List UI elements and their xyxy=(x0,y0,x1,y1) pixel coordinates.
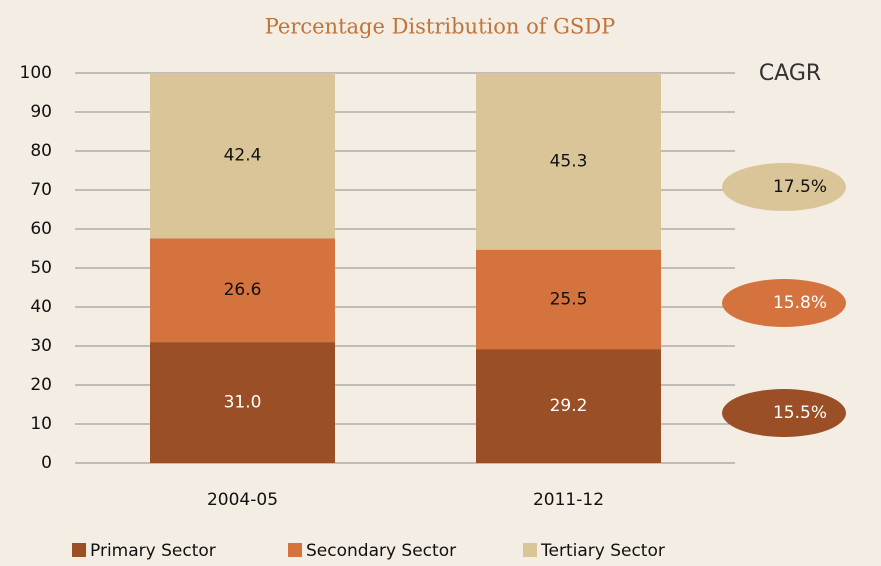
legend-label: Secondary Sector xyxy=(306,541,456,561)
bar-segment xyxy=(476,73,661,250)
legend-label: Primary Sector xyxy=(90,541,216,561)
bar-segment xyxy=(150,73,335,239)
data-label: 25.5 xyxy=(550,289,588,309)
cagr-badge xyxy=(722,163,846,211)
data-label: 31.0 xyxy=(224,393,262,413)
y-tick-label: 20 xyxy=(30,375,52,395)
legend-label: Tertiary Sector xyxy=(540,541,665,561)
data-label: 42.4 xyxy=(224,146,262,166)
y-tick-label: 80 xyxy=(30,141,52,161)
legend-swatch xyxy=(72,543,86,557)
cagr-badge xyxy=(722,389,846,437)
y-tick-label: 30 xyxy=(30,336,52,356)
bar-segment xyxy=(476,249,661,350)
bar-segment xyxy=(476,349,661,463)
cagr-label: 17.5% xyxy=(773,177,827,197)
y-tick-label: 0 xyxy=(41,453,52,473)
cagr-label: 15.5% xyxy=(773,403,827,423)
y-tick-label: 10 xyxy=(30,414,52,434)
legend-swatch xyxy=(523,543,537,557)
x-tick-label: 2004-05 xyxy=(207,490,278,510)
legend-swatch xyxy=(288,543,302,557)
y-tick-label: 60 xyxy=(30,219,52,239)
y-tick-label: 70 xyxy=(30,180,52,200)
bar-segment xyxy=(150,342,335,463)
y-tick-label: 100 xyxy=(20,63,52,83)
y-tick-label: 50 xyxy=(30,258,52,278)
cagr-label: 15.8% xyxy=(773,293,827,313)
cagr-title: CAGR xyxy=(759,61,821,86)
chart-title: Percentage Distribution of GSDP xyxy=(265,15,616,39)
cagr-badge xyxy=(722,279,846,327)
data-label: 26.6 xyxy=(224,280,262,300)
y-tick-label: 90 xyxy=(30,102,52,122)
data-label: 29.2 xyxy=(550,396,588,416)
y-tick-label: 40 xyxy=(30,297,52,317)
x-tick-label: 2011-12 xyxy=(533,490,604,510)
data-label: 45.3 xyxy=(550,151,588,171)
bar-segment xyxy=(150,238,335,343)
